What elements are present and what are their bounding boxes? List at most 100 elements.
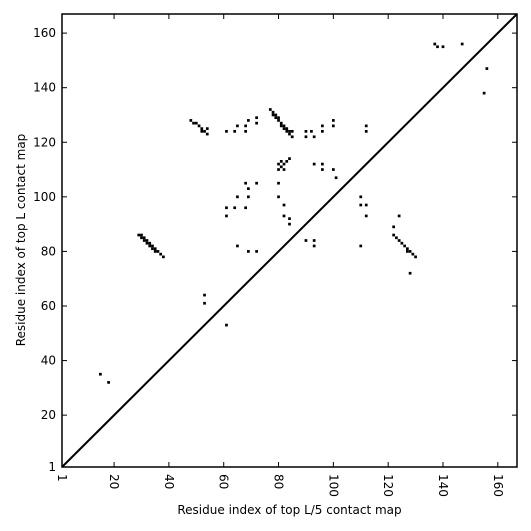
contact-cell xyxy=(255,181,258,185)
contact-cell xyxy=(153,247,157,251)
y-tick-label: 1 xyxy=(48,460,56,474)
y-axis-label: Residue index of top L contact map xyxy=(14,134,28,347)
contact-cell xyxy=(304,135,308,139)
contact-cell xyxy=(364,129,368,133)
contact-cell xyxy=(247,187,250,190)
contact-cell xyxy=(151,244,154,248)
contact-cell xyxy=(277,195,280,199)
contact-cell xyxy=(334,176,338,180)
x-tick-label: 80 xyxy=(272,474,286,489)
contact-cell xyxy=(288,222,291,226)
contact-cell xyxy=(414,255,417,259)
plot-frame xyxy=(61,13,518,468)
contact-cell xyxy=(140,233,143,237)
contact-cell xyxy=(225,129,228,133)
contact-cell xyxy=(277,181,280,185)
contact-cell xyxy=(321,129,324,133)
contact-cell xyxy=(359,244,363,248)
contact-cell xyxy=(485,67,489,70)
contact-cell xyxy=(408,250,412,253)
contact-cell xyxy=(203,293,206,297)
contact-cell xyxy=(279,165,283,169)
contact-cell xyxy=(274,113,278,117)
contact-cell xyxy=(142,239,146,242)
contact-cell xyxy=(285,127,289,130)
contact-cell xyxy=(277,119,280,122)
contact-cell xyxy=(321,168,324,171)
contact-cell xyxy=(255,116,258,120)
contact-cell xyxy=(364,203,368,207)
contact-cell xyxy=(244,124,247,128)
x-tick-label: 20 xyxy=(107,474,121,489)
contact-cell xyxy=(436,45,439,49)
contact-cell xyxy=(236,124,239,128)
contact-cell xyxy=(159,252,163,256)
contact-cell xyxy=(268,108,272,111)
contact-cell xyxy=(225,323,228,327)
contact-cell xyxy=(482,91,486,95)
x-axis-ticks: 1 20 40 60 80 100 120 140 160 xyxy=(55,14,505,497)
x-tick-label: 100 xyxy=(326,474,340,497)
contact-cell xyxy=(392,233,396,237)
contact-cell xyxy=(279,124,283,128)
contact-cell xyxy=(285,160,289,163)
contact-cell xyxy=(255,250,258,253)
contact-cell xyxy=(408,271,412,275)
contact-cell xyxy=(282,162,286,166)
contact-cell xyxy=(321,124,324,128)
contact-cell xyxy=(271,113,275,117)
contact-cell xyxy=(99,372,102,376)
contact-cell xyxy=(274,116,278,120)
contact-cell xyxy=(331,124,335,128)
contact-cell xyxy=(312,162,316,166)
contact-cell xyxy=(282,124,286,128)
contact-cell xyxy=(205,127,209,130)
contact-cell xyxy=(403,244,406,248)
contact-cell xyxy=(364,214,368,218)
contact-cells xyxy=(99,42,489,384)
contact-cell xyxy=(233,206,237,210)
contact-cell xyxy=(189,119,193,122)
contact-cell xyxy=(142,236,146,240)
y-tick-label: 140 xyxy=(33,81,56,95)
contact-cell xyxy=(148,244,152,248)
diagonal-line xyxy=(61,13,518,468)
contact-cell xyxy=(255,121,258,125)
contact-cell xyxy=(304,129,308,133)
contact-cell xyxy=(225,206,228,210)
contact-cell xyxy=(277,116,280,120)
y-tick-label: 100 xyxy=(33,190,56,204)
contact-cell xyxy=(288,129,291,133)
contact-cell xyxy=(400,241,404,245)
contact-cell xyxy=(411,252,415,256)
contact-cell xyxy=(282,214,286,218)
contact-cell xyxy=(406,250,409,253)
contact-cell xyxy=(244,206,247,210)
contact-cell xyxy=(244,129,247,133)
contact-cell xyxy=(331,119,335,122)
contact-cell xyxy=(304,239,308,242)
x-tick-label: 1 xyxy=(55,474,69,482)
contact-cell xyxy=(244,181,247,185)
contact-cell xyxy=(279,121,283,125)
contact-cell xyxy=(148,241,152,245)
contact-cell xyxy=(153,250,157,253)
contact-cell xyxy=(392,225,396,229)
y-tick-label: 160 xyxy=(33,26,56,40)
y-tick-label: 60 xyxy=(41,299,56,313)
x-axis-label: Residue index of top L/5 contact map xyxy=(177,503,401,517)
contact-cell xyxy=(285,129,289,133)
contact-cell xyxy=(194,121,198,125)
contact-cell xyxy=(145,241,149,245)
contact-cell xyxy=(321,162,324,166)
contact-cell xyxy=(151,247,154,251)
contact-cell xyxy=(364,124,368,128)
y-tick-label: 40 xyxy=(41,354,56,368)
contact-cell xyxy=(203,129,206,133)
contact-cell xyxy=(277,162,280,166)
x-tick-label: 120 xyxy=(381,474,395,497)
contact-cell xyxy=(192,121,195,125)
contact-cell xyxy=(236,244,239,248)
contact-cell xyxy=(397,239,401,242)
